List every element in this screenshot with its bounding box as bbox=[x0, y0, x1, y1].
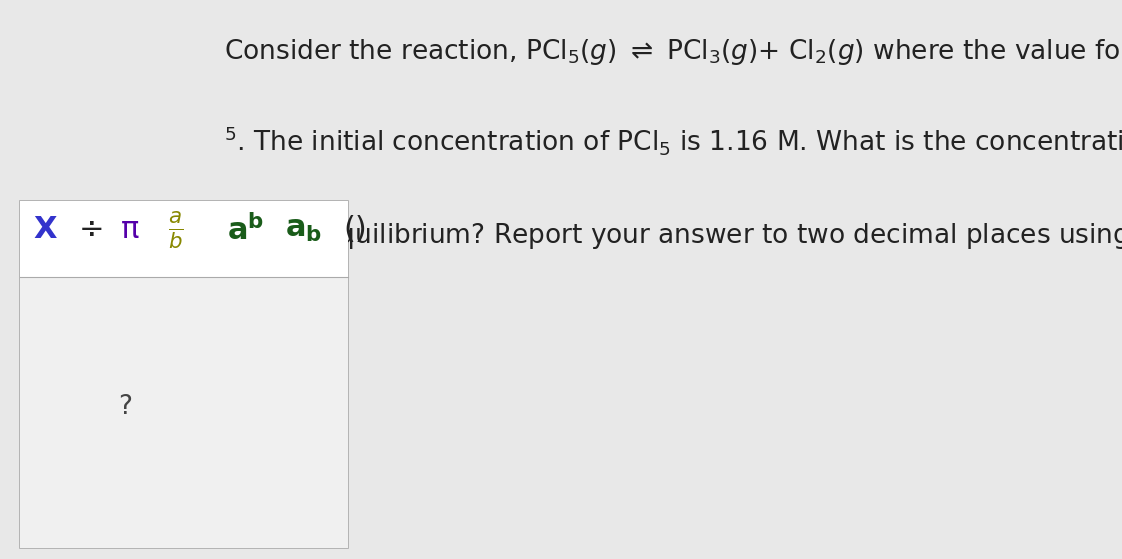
Text: (): () bbox=[343, 215, 367, 244]
Text: ?: ? bbox=[118, 394, 132, 420]
Text: X: X bbox=[34, 215, 57, 244]
Text: PCl$_3$ at equilibrium? Report your answer to two decimal places using scientifi: PCl$_3$ at equilibrium? Report your answ… bbox=[224, 221, 1122, 251]
Bar bbox=[20, 201, 348, 548]
Bar bbox=[20, 201, 348, 277]
Text: $\mathbf{a^b}$: $\mathbf{a^b}$ bbox=[227, 214, 264, 246]
Text: $\mathbf{a_b}$: $\mathbf{a_b}$ bbox=[285, 215, 322, 244]
Bar bbox=[20, 277, 348, 548]
Text: $^5$. The initial concentration of PCl$_5$ is 1.16 M. What is the concentration : $^5$. The initial concentration of PCl$_… bbox=[224, 125, 1122, 159]
Text: notation.: notation. bbox=[224, 315, 343, 342]
Text: $\frac{a}{b}$: $\frac{a}{b}$ bbox=[168, 209, 184, 251]
Text: π: π bbox=[121, 215, 139, 244]
Text: ÷: ÷ bbox=[79, 215, 104, 244]
Text: Consider the reaction, PCl$_5$($g$) $\rightleftharpoons$ PCl$_3$($g$)+ Cl$_2$($g: Consider the reaction, PCl$_5$($g$) $\ri… bbox=[224, 37, 1122, 67]
